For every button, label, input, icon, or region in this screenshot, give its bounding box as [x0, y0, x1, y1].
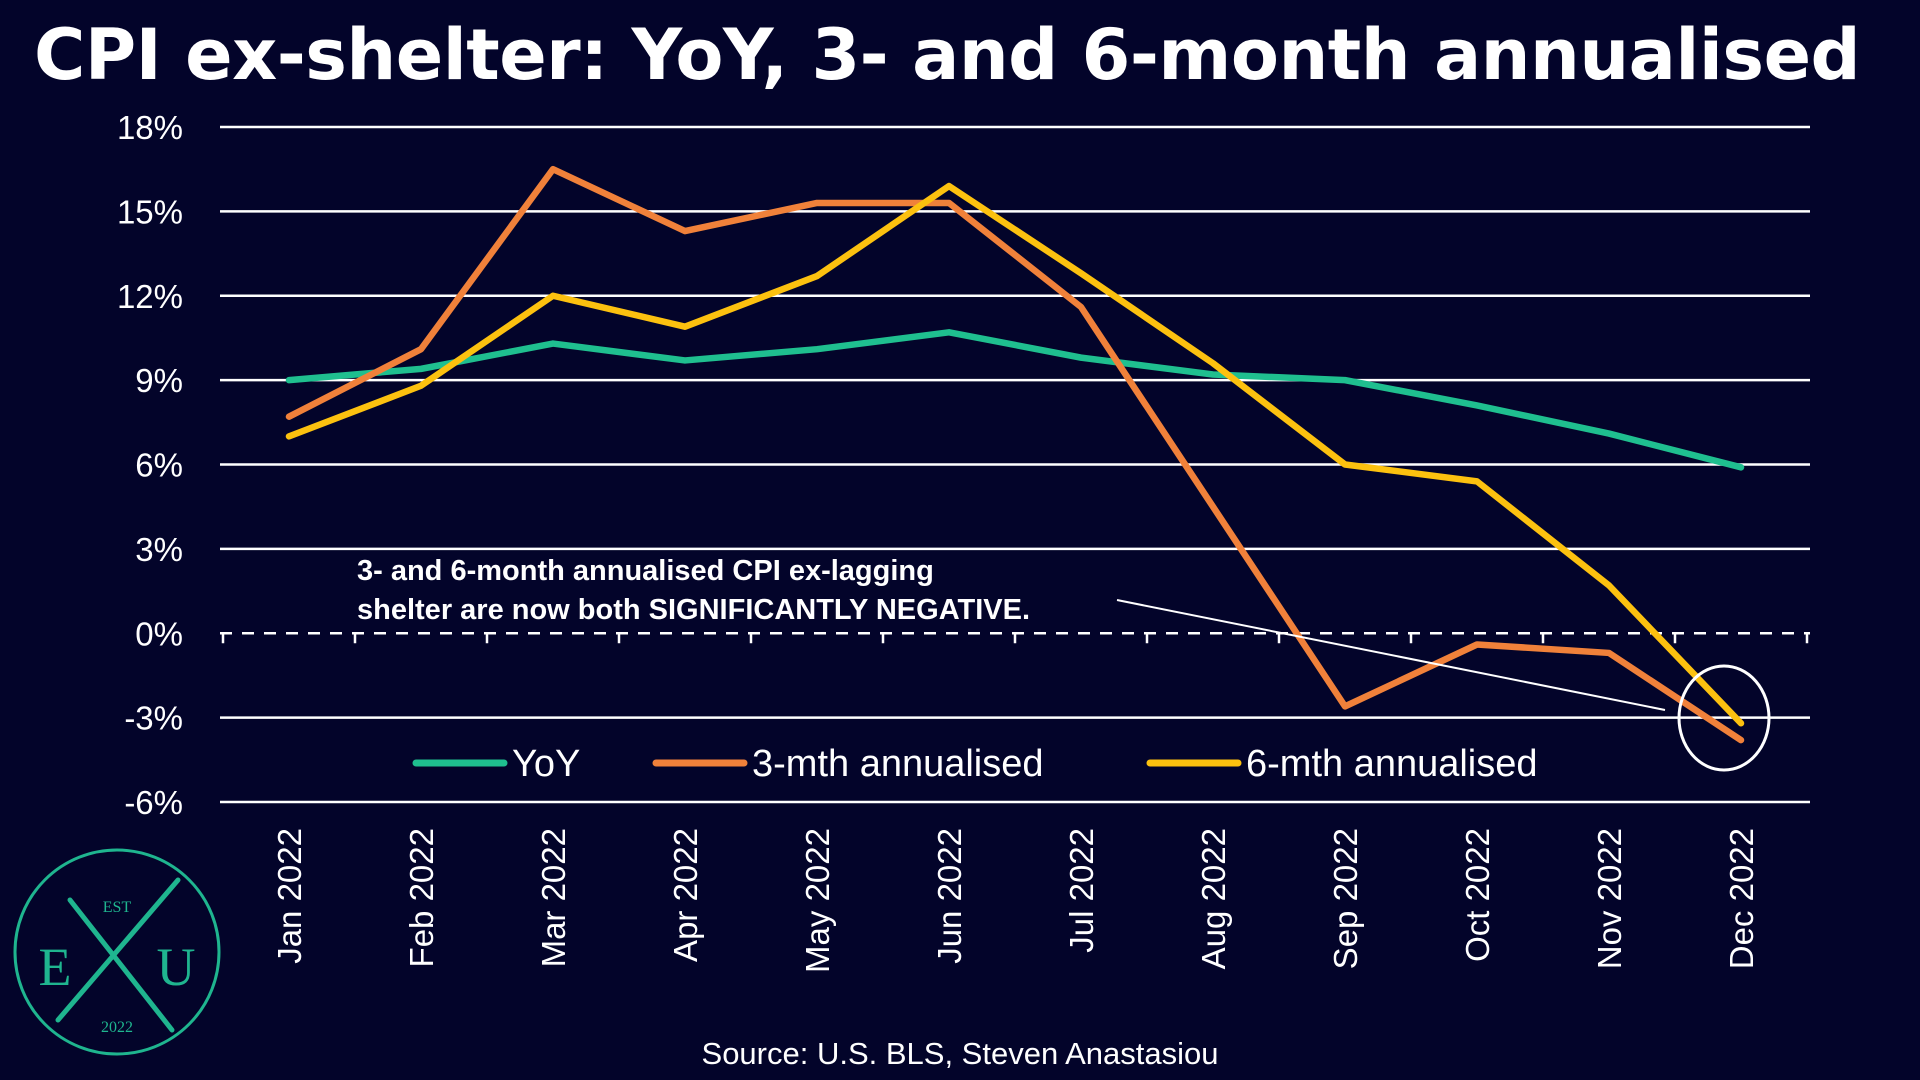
x-tick-label: Feb 2022 [403, 828, 440, 967]
x-tick-label: Sep 2022 [1327, 828, 1364, 969]
annotation-arrow [1116, 599, 1666, 711]
series-line-3-mth-annualised [285, 165, 1745, 744]
logo-ring [13, 848, 221, 1056]
legend: YoY 3-mth annualised 6-mth annualised [412, 743, 1538, 785]
logo: EST E U 2022 [13, 848, 221, 1056]
y-tick-label: -6% [124, 784, 183, 821]
x-tick-label: Jul 2022 [1063, 828, 1100, 953]
legend-label: 6-mth annualised [1246, 743, 1538, 785]
x-tick-label: Jan 2022 [271, 828, 308, 964]
y-tick-label: -3% [124, 700, 183, 737]
legend-label: YoY [512, 743, 580, 785]
logo-right: U [157, 937, 196, 997]
x-tick-label: Mar 2022 [535, 828, 572, 967]
logo-left: E [39, 937, 72, 997]
logo-stroke-b [67, 897, 175, 1033]
x-tick-label: Dec 2022 [1723, 828, 1760, 969]
y-tick-label: 15% [117, 193, 183, 230]
x-tick-label: Nov 2022 [1591, 828, 1628, 969]
series-lines [285, 165, 1745, 744]
logo-stroke-a [55, 877, 181, 1023]
legend-label: 3-mth annualised [752, 743, 1044, 785]
y-tick-label: 0% [135, 615, 183, 652]
y-tick-label: 3% [135, 531, 183, 568]
series-line-6-mth-annualised [285, 182, 1745, 727]
x-tick-label: Jun 2022 [931, 828, 968, 964]
x-tick-label: May 2022 [799, 828, 836, 973]
y-tick-label: 6% [135, 447, 183, 484]
highlight-circle [1677, 664, 1771, 772]
y-tick-label: 18% [117, 109, 183, 146]
x-axis-ticks: Jan 2022 Feb 2022 Mar 2022 Apr 2022 May 2022… [271, 828, 1760, 973]
annotation-line-2: shelter are now both SIGNIFICANTLY NEGAT… [357, 594, 1030, 626]
x-tick-label: Oct 2022 [1459, 828, 1496, 962]
y-axis-ticks: 18% 15% 12% 9% 6% 3% 0% -3% -6% [117, 109, 183, 821]
chart-title: CPI ex-shelter: YoY, 3- and 6-month annu… [34, 14, 1861, 96]
annotation: 3- and 6-month annualised CPI ex-lagging… [357, 555, 1771, 772]
gridlines [220, 125, 1810, 804]
series-line-yoy [285, 329, 1745, 471]
y-tick-label: 12% [117, 278, 183, 315]
source-note: Source: U.S. BLS, Steven Anastasiou [701, 1036, 1219, 1071]
x-tick-label: Apr 2022 [667, 828, 704, 962]
annotation-line-1: 3- and 6-month annualised CPI ex-lagging [357, 555, 934, 587]
y-tick-label: 9% [135, 362, 183, 399]
logo-bottom: 2022 [101, 1019, 133, 1036]
logo-top: EST [103, 899, 132, 916]
x-tick-label: Aug 2022 [1195, 828, 1232, 969]
